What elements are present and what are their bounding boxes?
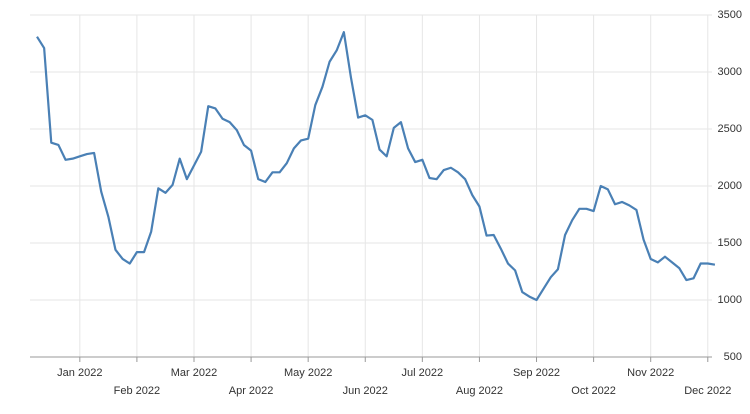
x-tick-label: Feb 2022 [114,385,160,397]
line-series [36,31,716,302]
y-tick-label: 2000 [718,180,742,192]
x-tick-label: Sep 2022 [513,367,560,379]
x-tick-label: May 2022 [284,367,332,379]
y-tick-label: 1000 [718,294,742,306]
y-tick-label: 2500 [718,123,742,135]
x-tick-label: Mar 2022 [171,367,217,379]
x-tick-label: Jul 2022 [402,367,444,379]
y-tick-label: 500 [724,351,742,363]
y-tick-label: 1500 [718,237,742,249]
y-tick-label: 3000 [718,66,742,78]
y-tick-label: 3500 [718,9,742,21]
x-tick-label: Dec 2022 [684,385,731,397]
x-tick-label: Jun 2022 [343,385,388,397]
x-tick-label: Oct 2022 [571,385,616,397]
x-tick-label: Apr 2022 [229,385,274,397]
x-tick-label: Nov 2022 [627,367,674,379]
x-tick-label: Aug 2022 [456,385,503,397]
x-tick-label: Jan 2022 [57,367,102,379]
